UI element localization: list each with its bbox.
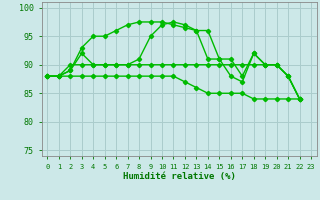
X-axis label: Humidité relative (%): Humidité relative (%) <box>123 172 236 181</box>
